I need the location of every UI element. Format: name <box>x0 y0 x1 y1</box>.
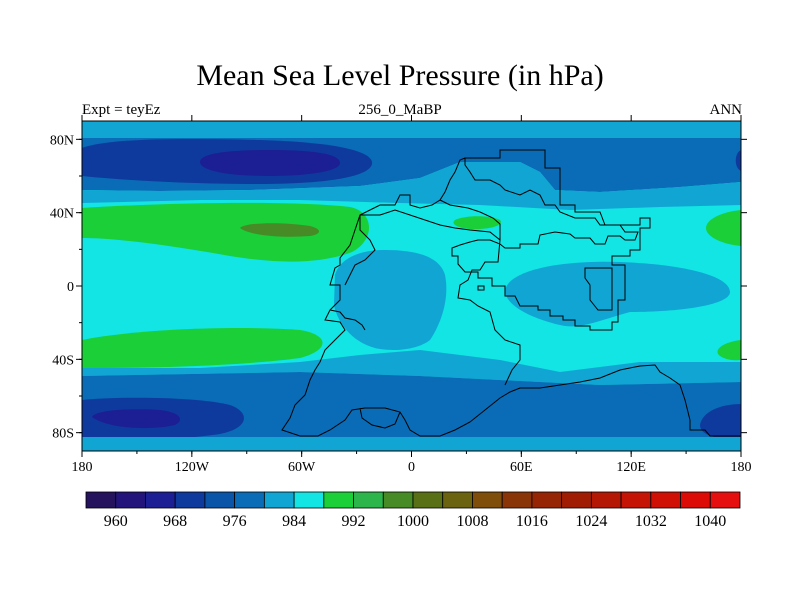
colorbar-label: 960 <box>104 513 128 530</box>
colorbar-label: 1000 <box>397 513 429 530</box>
colorbar-box <box>115 491 146 509</box>
colorbar-label: 984 <box>282 513 306 530</box>
south-east-low <box>700 404 741 440</box>
south-polar-band <box>82 437 741 451</box>
north-high-center <box>240 223 319 237</box>
pressure-field <box>82 121 741 451</box>
x-tick-label: 0 <box>408 460 415 475</box>
colorbar-label: 1024 <box>575 513 607 530</box>
eastern-low-cell <box>505 261 730 327</box>
y-tick-label: 80S <box>52 427 74 442</box>
colorbar-label: 1032 <box>635 513 667 530</box>
colorbar-box <box>145 491 176 509</box>
y-tick-label: 80N <box>50 133 74 148</box>
south-subtropical-band <box>82 350 741 385</box>
south-east-edge-high <box>717 340 741 361</box>
colorbar-label: 976 <box>223 513 247 530</box>
colorbar-box <box>174 491 206 509</box>
green-patch-east <box>453 216 501 230</box>
colorbar-box <box>353 491 384 509</box>
colorbar-box <box>501 491 533 509</box>
colorbar-box <box>650 491 681 509</box>
x-tick-label: 180 <box>72 460 93 475</box>
axis-ticks: 180 120W 60W 0 60E 120E 180 80N 40N 0 40S 80S <box>50 115 752 475</box>
north-low-east-edge <box>735 150 741 171</box>
south-high-latitude-band <box>82 372 741 437</box>
colorbar-box <box>85 491 117 509</box>
colorbar-label: 1016 <box>516 513 548 530</box>
colorbar-box <box>234 491 265 509</box>
colorbar-box <box>204 491 236 509</box>
colorbar: 960 968 976 984 992 1000 1008 1016 1024 1032 1040 <box>85 491 741 530</box>
colorbar-label: 1040 <box>694 513 726 530</box>
colorbar-box <box>531 491 563 509</box>
experiment-label: Expt = teyEz <box>82 102 161 118</box>
colorbar-box <box>412 491 444 509</box>
colorbar-box <box>323 491 354 509</box>
period-label: ANN <box>709 102 743 118</box>
colorbar-label: 1008 <box>456 513 488 530</box>
colorbar-box <box>442 491 473 509</box>
x-tick-label: 120W <box>175 460 210 475</box>
north-subtropical-high <box>82 202 370 262</box>
north-subtropical-band <box>82 162 741 210</box>
north-polar-band <box>82 121 741 138</box>
colorbar-box <box>709 491 741 509</box>
colorbar-box <box>620 491 652 509</box>
colorbar-box <box>680 491 711 509</box>
y-tick-label: 40S <box>52 353 74 368</box>
colorbar-box <box>382 491 414 509</box>
x-tick-label: 60E <box>510 460 533 475</box>
pangaea-coastline <box>281 149 741 437</box>
chart-title: Mean Sea Level Pressure (in hPa) <box>196 59 604 92</box>
x-tick-label: 120E <box>616 460 646 475</box>
y-tick-label: 0 <box>67 280 74 295</box>
colorbar-label: 968 <box>163 513 187 530</box>
colorbar-box <box>263 491 295 509</box>
colorbar-box <box>561 491 592 509</box>
east-edge-high <box>706 210 741 246</box>
north-low-center <box>200 150 340 176</box>
colorbar-label: 992 <box>342 513 366 530</box>
colorbar-box <box>590 491 622 509</box>
colorbar-box <box>472 491 503 509</box>
x-tick-label: 60W <box>288 460 316 475</box>
south-subtropical-high <box>82 328 323 368</box>
colorbar-box <box>293 491 325 509</box>
x-tick-label: 180 <box>731 460 752 475</box>
subtitle-label: 256_0_MaBP <box>358 102 442 118</box>
y-tick-label: 40N <box>50 207 74 222</box>
south-low-center <box>92 409 180 429</box>
